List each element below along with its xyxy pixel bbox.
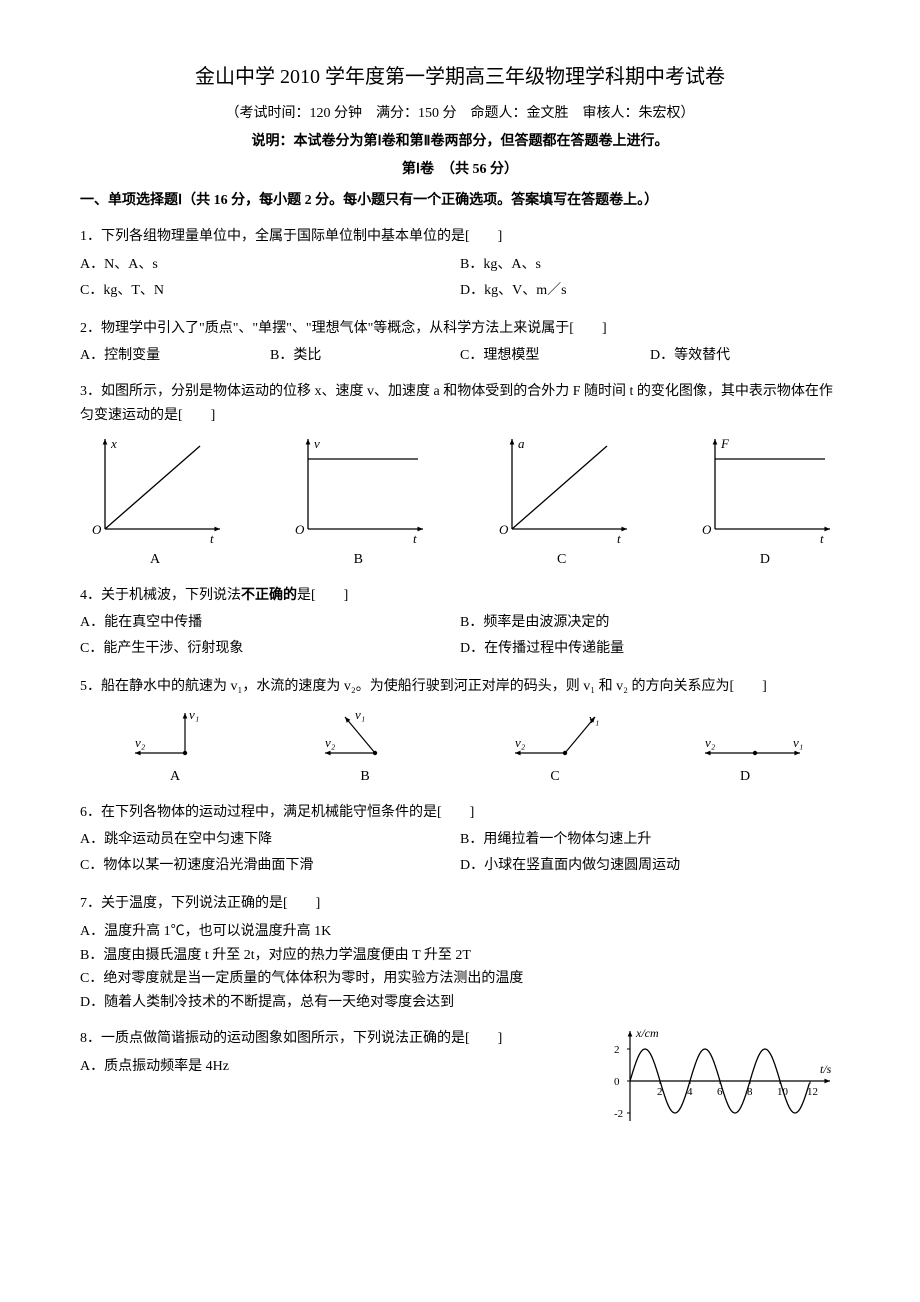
part-1-head: 第Ⅰ卷 （共 56 分）: [80, 158, 840, 182]
q5-label-a: A: [170, 765, 180, 789]
svg-text:O: O: [702, 522, 712, 537]
q4-stem-bold: 不正确的: [241, 588, 297, 603]
q4-opt-d: D．在传播过程中传递能量: [460, 637, 840, 661]
q7-opt-c: C．绝对零度就是当一定质量的气体体积为零时，用实验方法测出的温度: [80, 967, 840, 991]
q5-fig-d: v₂ v₁ D: [685, 705, 805, 789]
svg-text:O: O: [499, 522, 509, 537]
svg-text:v₂: v₂: [515, 735, 526, 750]
q5-fig-a: v₂ v₁ A: [115, 705, 235, 789]
svg-text:x/cm: x/cm: [635, 1026, 659, 1040]
q4-opt-a: A．能在真空中传播: [80, 611, 460, 635]
q7-opt-b: B．温度由摄氏温度 t 升至 2t，对应的热力学温度便由 T 升至 2T: [80, 944, 840, 968]
svg-text:v₁: v₁: [189, 707, 199, 722]
q4-opt-c: C．能产生干涉、衍射现象: [80, 637, 460, 661]
q1-opt-c: C．kg、T、N: [80, 279, 460, 303]
q5-figures: v₂ v₁ A v₂ v₁ B v₂ v₁ C v₂ v₁ D: [80, 705, 840, 789]
q5-fig-b-svg: v₂ v₁: [305, 705, 425, 765]
svg-text:v₂: v₂: [135, 735, 146, 750]
q3-label-c: C: [557, 548, 566, 572]
q6-stem: 6．在下列各物体的运动过程中，满足机械能守恒条件的是[ ]: [80, 801, 840, 825]
q5-fig-c: v₂ v₁ C: [495, 705, 615, 789]
q3-label-d: D: [760, 548, 770, 572]
q3-label-a: A: [150, 548, 160, 572]
q8-chart-svg: t/sx/cm-20224681012: [600, 1021, 840, 1131]
q3-chart-b-svg: Ot v: [283, 434, 433, 544]
q4-stem-pre: 4．关于机械波，下列说法: [80, 588, 241, 603]
q3-stem: 3．如图所示，分别是物体运动的位移 x、速度 v、加速度 a 和物体受到的合外力…: [80, 380, 840, 428]
svg-text:F: F: [720, 436, 730, 451]
q8-wrap: t/sx/cm-20224681012 8．一质点做简谐振动的运动图象如图所示，…: [80, 1027, 840, 1079]
q2-stem: 2．物理学中引入了"质点"、"单摆"、"理想气体"等概念，从科学方法上来说属于[…: [80, 317, 840, 341]
q7-stem: 7．关于温度，下列说法正确的是[ ]: [80, 892, 840, 916]
svg-text:2: 2: [614, 1044, 620, 1056]
q6-opt-c: C．物体以某一初速度沿光滑曲面下滑: [80, 854, 460, 878]
q3-chart-d: Ot F D: [690, 434, 840, 572]
svg-text:-2: -2: [614, 1108, 623, 1120]
svg-text:O: O: [92, 522, 102, 537]
q1-options: A．N、A、s B．kg、A、s C．kg、T、N D．kg、V、m／s: [80, 253, 840, 305]
q1-stem: 1．下列各组物理量单位中，全属于国际单位制中基本单位的是[ ]: [80, 225, 840, 249]
svg-text:v: v: [314, 436, 320, 451]
q2-opt-c: C．理想模型: [460, 344, 650, 368]
q2-opt-d: D．等效替代: [650, 344, 840, 368]
q5-label-d: D: [740, 765, 750, 789]
q7-opt-d: D．随着人类制冷技术的不断提高，总有一天绝对零度会达到: [80, 991, 840, 1015]
q7-opt-a: A．温度升高 1℃，也可以说温度升高 1K: [80, 920, 840, 944]
q5-label-b: B: [360, 765, 369, 789]
section-1-title: 一、单项选择题Ⅰ（共 16 分，每小题 2 分。每小题只有一个正确选项。答案填写…: [80, 189, 840, 213]
q5-stem: 5．船在静水中的航速为 v₁，水流的速度为 v₂。为使船行驶到河正对岸的码头，则…: [80, 675, 840, 699]
svg-text:a: a: [518, 436, 525, 451]
q1-opt-a: A．N、A、s: [80, 253, 460, 277]
svg-text:v₁: v₁: [793, 735, 803, 750]
q2-opt-a: A．控制变量: [80, 344, 270, 368]
q4-options: A．能在真空中传播 B．频率是由波源决定的 C．能产生干涉、衍射现象 D．在传播…: [80, 611, 840, 663]
svg-text:x: x: [110, 436, 117, 451]
svg-text:O: O: [295, 522, 305, 537]
q5-label-c: C: [550, 765, 559, 789]
q6-opt-a: A．跳伞运动员在空中匀速下降: [80, 828, 460, 852]
exam-info-line: （考试时间：120 分钟 满分：150 分 命题人：金文胜 审核人：朱宏权）: [80, 102, 840, 126]
svg-text:t: t: [413, 531, 417, 544]
q3-chart-c-svg: Ot a: [487, 434, 637, 544]
q3-chart-d-svg: Ot F: [690, 434, 840, 544]
q6-opt-d: D．小球在竖直面内做匀速圆周运动: [460, 854, 840, 878]
q4-opt-b: B．频率是由波源决定的: [460, 611, 840, 635]
exam-title: 金山中学 2010 学年度第一学期高三年级物理学科期中考试卷: [80, 60, 840, 94]
q4-stem-post: 是[ ]: [297, 588, 348, 603]
q2-options: A．控制变量 B．类比 C．理想模型 D．等效替代: [80, 344, 840, 368]
q5-fig-c-svg: v₂ v₁: [495, 705, 615, 765]
q5-fig-d-svg: v₂ v₁: [685, 705, 805, 765]
svg-text:t/s: t/s: [820, 1062, 832, 1076]
q5-stem-text: 5．船在静水中的航速为 v₁，水流的速度为 v₂。为使船行驶到河正对岸的码头，则…: [80, 679, 767, 694]
q1-opt-b: B．kg、A、s: [460, 253, 840, 277]
q3-chart-b: Ot v B: [283, 434, 433, 572]
q5-fig-a-svg: v₂ v₁: [115, 705, 235, 765]
svg-text:t: t: [617, 531, 621, 544]
svg-text:t: t: [820, 531, 824, 544]
q5-fig-b: v₂ v₁ B: [305, 705, 425, 789]
svg-text:0: 0: [614, 1076, 620, 1088]
q6-options: A．跳伞运动员在空中匀速下降 B．用绳拉着一个物体匀速上升 C．物体以某一初速度…: [80, 828, 840, 880]
q7-options: A．温度升高 1℃，也可以说温度升高 1K B．温度由摄氏温度 t 升至 2t，…: [80, 920, 840, 1015]
q3-chart-a-svg: Ot x: [80, 434, 230, 544]
q8-figure: t/sx/cm-20224681012: [600, 1021, 840, 1140]
q3-chart-a: Ot x A: [80, 434, 230, 572]
q6-opt-b: B．用绳拉着一个物体匀速上升: [460, 828, 840, 852]
svg-text:t: t: [210, 531, 214, 544]
q3-chart-c: Ot a C: [487, 434, 637, 572]
svg-text:v₂: v₂: [705, 735, 716, 750]
q3-label-b: B: [354, 548, 363, 572]
q1-opt-d: D．kg、V、m／s: [460, 279, 840, 303]
svg-text:v₁: v₁: [355, 707, 365, 722]
q4-stem: 4．关于机械波，下列说法不正确的是[ ]: [80, 584, 840, 608]
svg-text:v₂: v₂: [325, 735, 336, 750]
svg-text:v₁: v₁: [589, 711, 599, 726]
q3-charts: Ot x A Ot v B Ot a C Ot F D: [80, 434, 840, 572]
q2-opt-b: B．类比: [270, 344, 460, 368]
exam-instruction: 说明：本试卷分为第Ⅰ卷和第Ⅱ卷两部分，但答题都在答题卷上进行。: [80, 130, 840, 154]
